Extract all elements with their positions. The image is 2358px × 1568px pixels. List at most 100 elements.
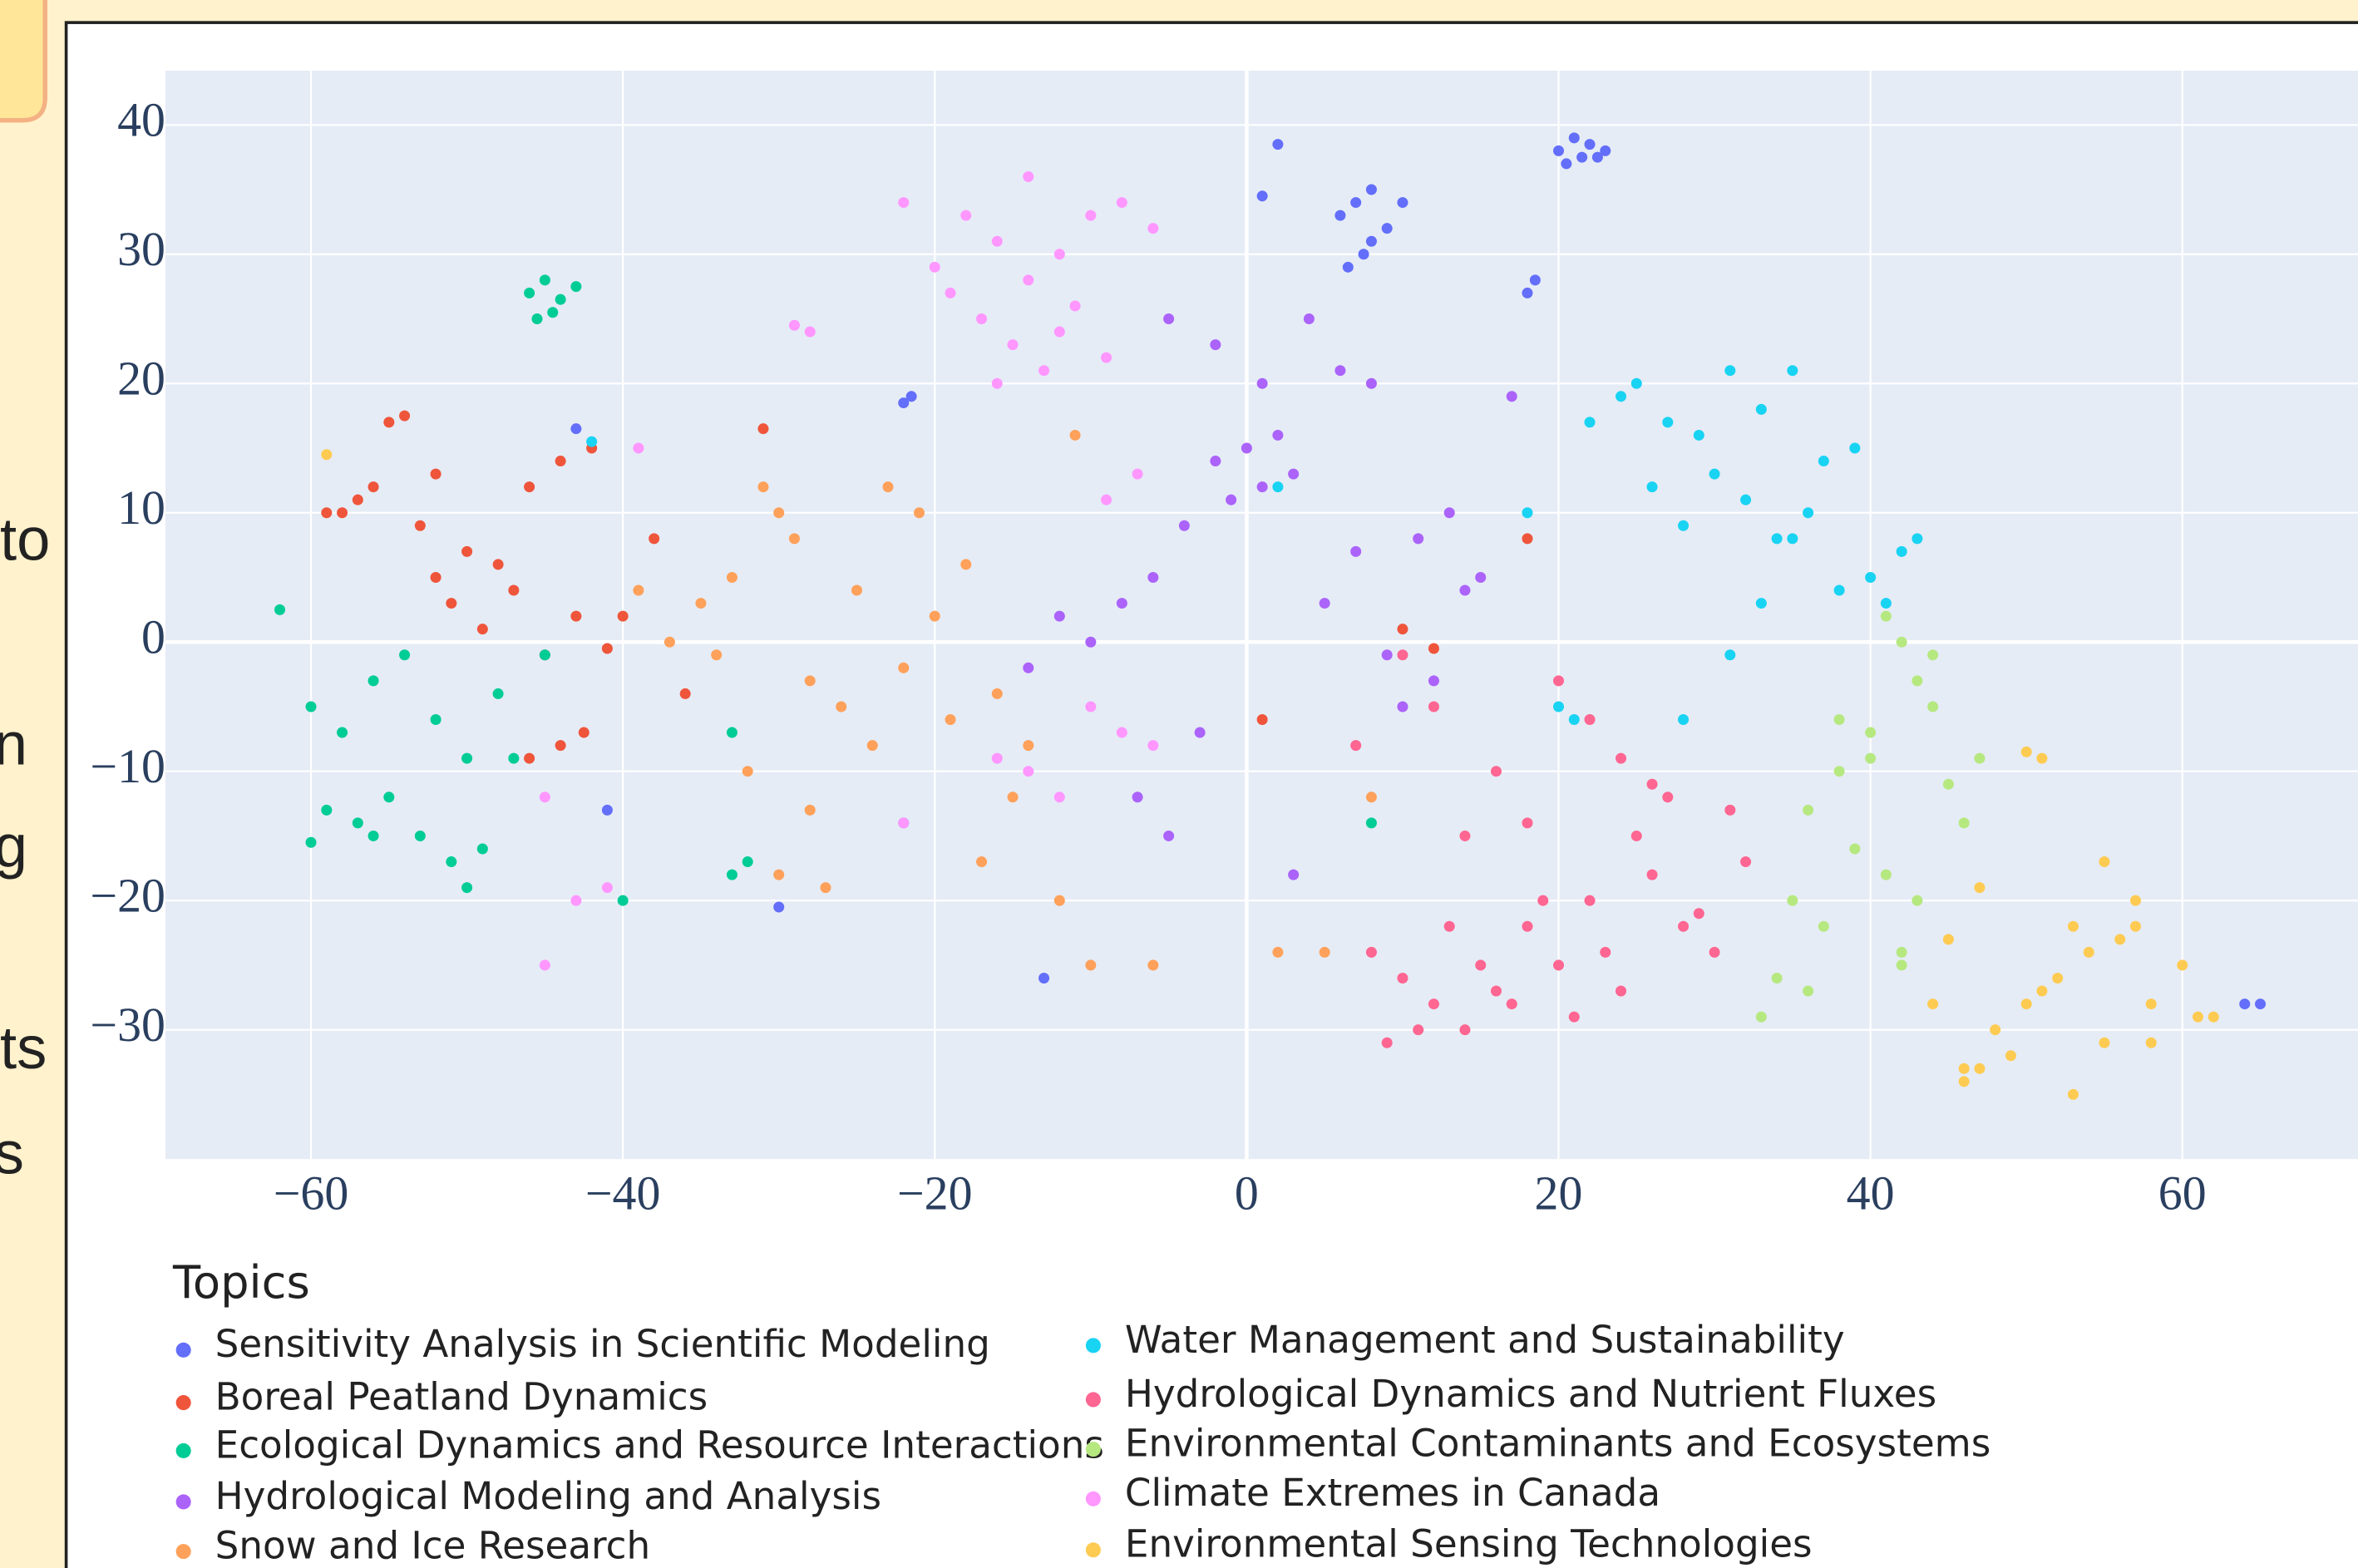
y-tick-label: 30 bbox=[117, 222, 165, 276]
data-point bbox=[866, 740, 878, 752]
data-point bbox=[1365, 377, 1377, 389]
data-point bbox=[1755, 598, 1767, 609]
data-point bbox=[508, 584, 520, 596]
data-point bbox=[1958, 1063, 1970, 1074]
data-point bbox=[1865, 727, 1877, 738]
data-point bbox=[1381, 649, 1393, 661]
data-point bbox=[1506, 391, 1517, 402]
data-point bbox=[570, 610, 582, 622]
data-point bbox=[1896, 959, 1907, 971]
data-point bbox=[1023, 170, 1034, 182]
data-point bbox=[1849, 442, 1861, 454]
data-point bbox=[1537, 895, 1549, 906]
data-point bbox=[383, 791, 395, 803]
data-point bbox=[492, 688, 504, 699]
legend-title: Topics bbox=[172, 1256, 310, 1309]
data-point bbox=[1600, 145, 1611, 156]
data-point bbox=[773, 869, 785, 880]
data-point bbox=[524, 752, 535, 764]
side-text: s bbox=[0, 1120, 24, 1186]
data-point bbox=[1147, 223, 1159, 234]
data-point bbox=[1350, 545, 1362, 557]
data-point bbox=[1397, 197, 1408, 209]
data-point bbox=[1646, 869, 1658, 880]
data-point bbox=[1974, 1063, 1986, 1074]
data-point bbox=[788, 319, 800, 331]
data-point bbox=[1709, 946, 1720, 958]
data-point bbox=[773, 901, 785, 913]
data-point bbox=[1443, 507, 1455, 519]
data-point bbox=[2036, 752, 2048, 764]
data-point bbox=[1522, 287, 1533, 298]
data-point bbox=[1584, 714, 1596, 726]
data-point bbox=[1303, 313, 1315, 325]
data-point bbox=[547, 307, 559, 318]
data-point bbox=[1381, 223, 1393, 234]
data-point bbox=[1459, 584, 1471, 596]
data-point bbox=[1771, 533, 1783, 545]
legend-marker bbox=[1085, 1442, 1101, 1457]
data-point bbox=[1272, 946, 1284, 958]
data-point bbox=[2020, 998, 2032, 1010]
data-point bbox=[1053, 895, 1065, 906]
data-point bbox=[524, 481, 535, 493]
data-point bbox=[1023, 740, 1034, 752]
data-point bbox=[1552, 701, 1565, 713]
data-point bbox=[2036, 985, 2048, 997]
data-point bbox=[1194, 727, 1206, 738]
data-point bbox=[633, 442, 644, 454]
data-point bbox=[905, 391, 917, 402]
data-point bbox=[1023, 274, 1034, 286]
y-tick-label: 10 bbox=[117, 481, 165, 535]
data-point bbox=[991, 688, 1003, 699]
legend-marker bbox=[1085, 1491, 1101, 1506]
data-point bbox=[1803, 985, 1814, 997]
data-point bbox=[414, 830, 426, 841]
side-text: n bbox=[0, 712, 27, 778]
data-point bbox=[2005, 1050, 2016, 1062]
data-point bbox=[1646, 481, 1658, 493]
data-point bbox=[1974, 752, 1986, 764]
data-point bbox=[1365, 946, 1377, 958]
data-point bbox=[726, 727, 737, 738]
data-point bbox=[1771, 972, 1783, 984]
data-point bbox=[804, 326, 816, 338]
data-point bbox=[1584, 895, 1596, 906]
data-point bbox=[492, 559, 504, 570]
data-point bbox=[1849, 843, 1861, 855]
data-point bbox=[1833, 714, 1845, 726]
data-point bbox=[399, 410, 411, 422]
data-point bbox=[1288, 869, 1300, 880]
data-point bbox=[2114, 934, 2126, 945]
data-point bbox=[976, 313, 988, 325]
data-point bbox=[1023, 766, 1034, 777]
data-point bbox=[1397, 972, 1408, 984]
data-point bbox=[2067, 920, 2079, 932]
data-point bbox=[649, 533, 660, 545]
data-point bbox=[321, 449, 333, 461]
data-point bbox=[1591, 151, 1603, 163]
data-point bbox=[945, 714, 956, 726]
data-point bbox=[1833, 584, 1845, 596]
data-point bbox=[695, 598, 707, 609]
legend-label: Environmental Contaminants and Ecosystem… bbox=[1125, 1422, 1990, 1466]
data-point bbox=[352, 494, 363, 505]
data-point bbox=[1226, 494, 1237, 505]
data-point bbox=[976, 856, 988, 868]
data-point bbox=[531, 313, 543, 325]
data-point bbox=[383, 417, 395, 428]
data-point bbox=[1428, 998, 1439, 1010]
data-point bbox=[1958, 817, 1970, 829]
data-point bbox=[1646, 778, 1658, 790]
data-point bbox=[601, 882, 613, 894]
data-point bbox=[1880, 598, 1892, 609]
data-point bbox=[446, 856, 457, 868]
data-point bbox=[1023, 662, 1034, 673]
data-point bbox=[1662, 417, 1674, 428]
legend-label: Water Management and Sustainability bbox=[1125, 1318, 1845, 1362]
data-point bbox=[1740, 856, 1752, 868]
data-point bbox=[555, 740, 566, 752]
legend-marker bbox=[1085, 1338, 1101, 1354]
legend-label: Hydrological Modeling and Analysis bbox=[215, 1474, 881, 1518]
data-point bbox=[1459, 830, 1471, 841]
